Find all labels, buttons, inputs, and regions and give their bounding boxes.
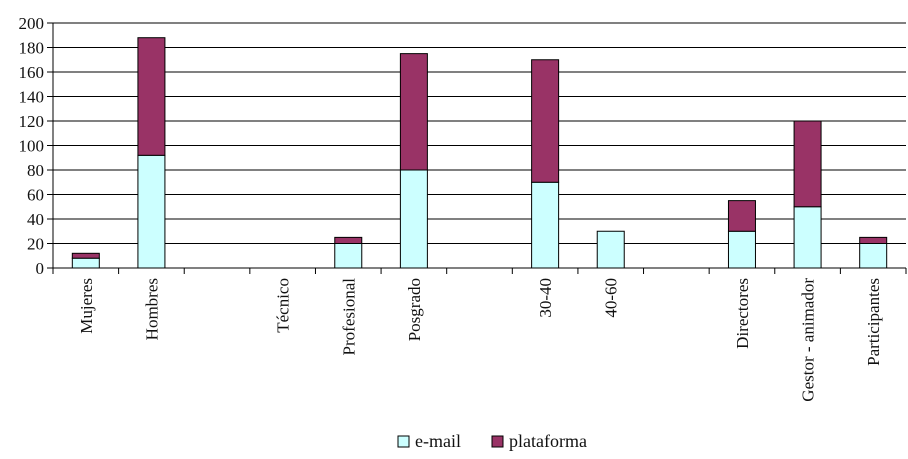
bar-plataforma xyxy=(334,236,363,244)
category-label: Técnico xyxy=(274,278,293,333)
y-tick-label: 200 xyxy=(19,14,45,33)
legend-swatch-email xyxy=(397,435,410,448)
bar-email xyxy=(137,154,166,269)
y-tick-label: 20 xyxy=(27,235,44,254)
bar-email xyxy=(531,181,560,269)
bar-plataforma xyxy=(859,236,888,244)
legend-label-plataforma: plataforma xyxy=(509,431,587,451)
legend-swatch-plataforma xyxy=(491,435,504,448)
y-tick-label: 180 xyxy=(19,39,45,58)
category-label: Profesional xyxy=(339,278,358,356)
gridlines xyxy=(53,22,906,244)
bar-email xyxy=(793,206,822,269)
bar-plataforma xyxy=(399,53,428,171)
category-label: Hombres xyxy=(142,278,161,340)
bar-email xyxy=(399,169,428,269)
category-label: Gestor - animador xyxy=(799,278,818,402)
y-tick-label: 0 xyxy=(36,259,45,278)
bar-email xyxy=(334,243,363,269)
bar-email xyxy=(596,230,625,269)
bar-plataforma xyxy=(531,59,560,183)
category-label: Participantes xyxy=(864,278,883,366)
bar-email xyxy=(727,230,756,269)
bars xyxy=(71,37,888,269)
category-label: Posgrado xyxy=(405,278,424,341)
y-tick-label: 80 xyxy=(27,161,44,180)
y-tick-label: 140 xyxy=(19,88,45,107)
legend-label-email: e-mail xyxy=(415,431,461,451)
category-label: 30-40 xyxy=(536,278,555,318)
y-tick-label: 40 xyxy=(27,210,44,229)
y-tick-label: 100 xyxy=(19,137,45,156)
category-label: 40-60 xyxy=(602,278,621,318)
bar-plataforma xyxy=(71,252,100,259)
bar-plataforma xyxy=(727,200,756,232)
bar-email xyxy=(71,257,100,269)
y-tick-label: 120 xyxy=(19,112,45,131)
bar-email xyxy=(859,243,888,269)
axes xyxy=(47,22,907,274)
category-label: Directores xyxy=(733,278,752,349)
y-tick-label: 60 xyxy=(27,186,44,205)
category-label: Mujeres xyxy=(77,278,96,334)
legend: e-mail plataforma xyxy=(397,431,587,451)
y-tick-label: 160 xyxy=(19,63,45,82)
bar-plataforma xyxy=(793,120,822,208)
bar-plataforma xyxy=(137,37,166,156)
labels: 0 20 40 60 80 100 120 140 160 180 200 Mujeres Hombre… xyxy=(19,14,884,402)
